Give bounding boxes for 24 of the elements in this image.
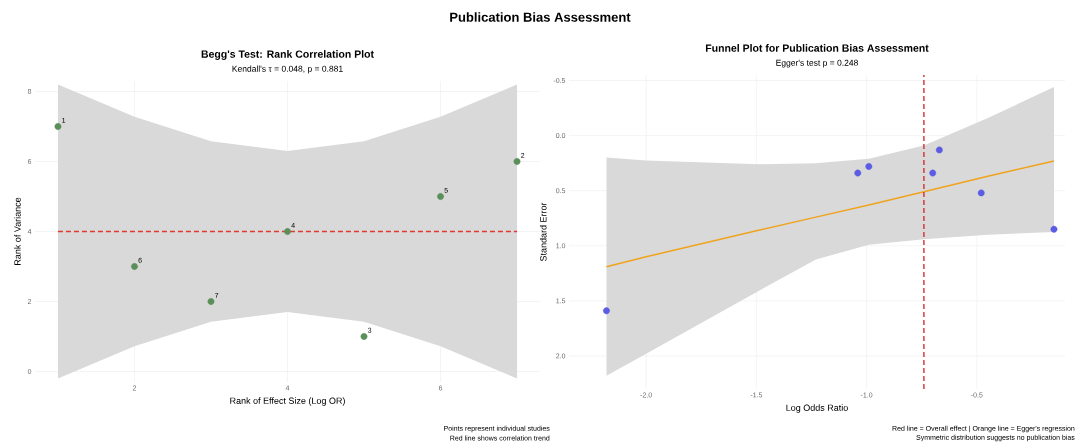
y-axis-title: Rank of Variance (14, 197, 21, 265)
x-axis-title: Log Odds Ratio (786, 404, 848, 413)
x-axis-title: Rank of Effect Size (Log OR) (230, 397, 345, 406)
y-axis-title: Standard Error (539, 202, 547, 262)
point (865, 163, 873, 170)
chart-subtitle: Egger's test p = 0.248 (776, 59, 858, 68)
point (977, 189, 985, 197)
point (131, 263, 138, 270)
point (284, 228, 291, 235)
point (513, 158, 521, 165)
point (207, 298, 215, 305)
point (929, 169, 937, 177)
point (935, 146, 943, 154)
chart-title: Funnel Plot for Publication Bias Assessment (705, 44, 929, 52)
point (54, 123, 62, 130)
point (854, 169, 862, 177)
line-series (605, 160, 1055, 268)
chart-title: Begg's Test: Rank Correlation Plot (201, 50, 374, 60)
point (360, 333, 368, 340)
point (1050, 225, 1058, 233)
chart-subtitle: Kendall's τ = 0.048, p = 0.881 (232, 65, 343, 74)
point (603, 307, 610, 315)
text: Publication Bias Assessment (450, 12, 631, 22)
point (437, 193, 444, 200)
